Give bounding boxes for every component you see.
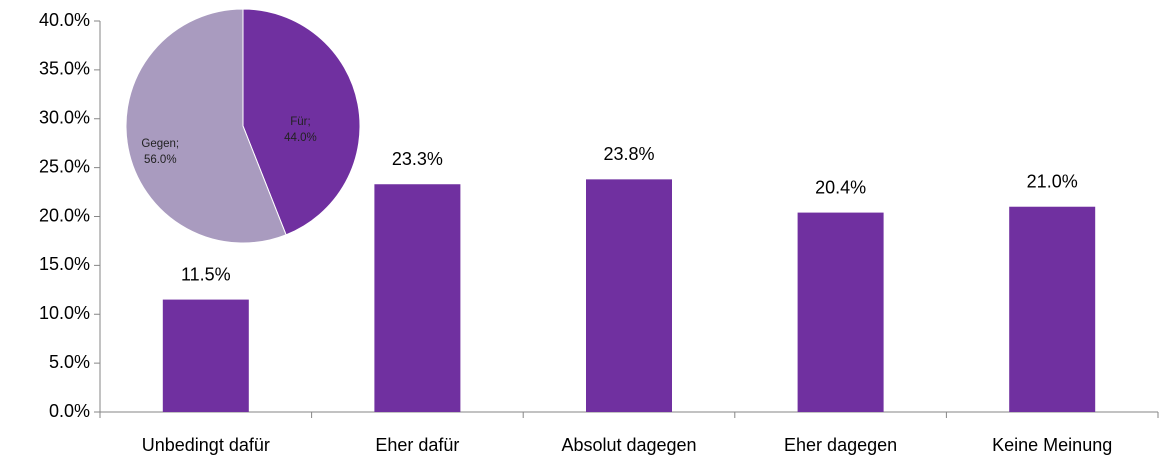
y-tick-label: 20.0% [39, 205, 90, 225]
bar [797, 212, 884, 412]
x-tick-label: Eher dafür [375, 435, 459, 455]
data-label: 23.8% [603, 144, 654, 164]
pie-slice [242, 8, 361, 236]
data-label: 21.0% [1027, 171, 1078, 191]
x-tick-label: Keine Meinung [992, 435, 1112, 455]
y-tick-label: 40.0% [39, 10, 90, 30]
y-tick-label: 15.0% [39, 254, 90, 274]
data-label: 20.4% [815, 177, 866, 197]
pie-category-label: Gegen; [141, 138, 179, 150]
y-tick-label: 35.0% [39, 59, 90, 79]
pie-category-label: Für; [290, 116, 310, 128]
pie-value-label: 56.0% [144, 154, 177, 166]
bar [1009, 206, 1096, 412]
data-label: 23.3% [392, 149, 443, 169]
y-tick-label: 25.0% [39, 156, 90, 176]
pie-slice [125, 8, 287, 244]
y-tick-label: 0.0% [49, 401, 90, 421]
y-tick-label: 10.0% [39, 303, 90, 323]
x-tick-label: Absolut dagegen [561, 435, 696, 455]
pie-value-label: 44.0% [284, 132, 317, 144]
bar [374, 184, 461, 412]
data-label: 11.5% [181, 264, 231, 284]
bar [586, 179, 672, 412]
y-tick-label: 30.0% [39, 108, 90, 128]
x-tick-label: Unbedingt dafür [142, 435, 270, 455]
bar [162, 299, 249, 412]
y-tick-label: 5.0% [49, 352, 90, 372]
x-tick-label: Eher dagegen [784, 435, 897, 455]
